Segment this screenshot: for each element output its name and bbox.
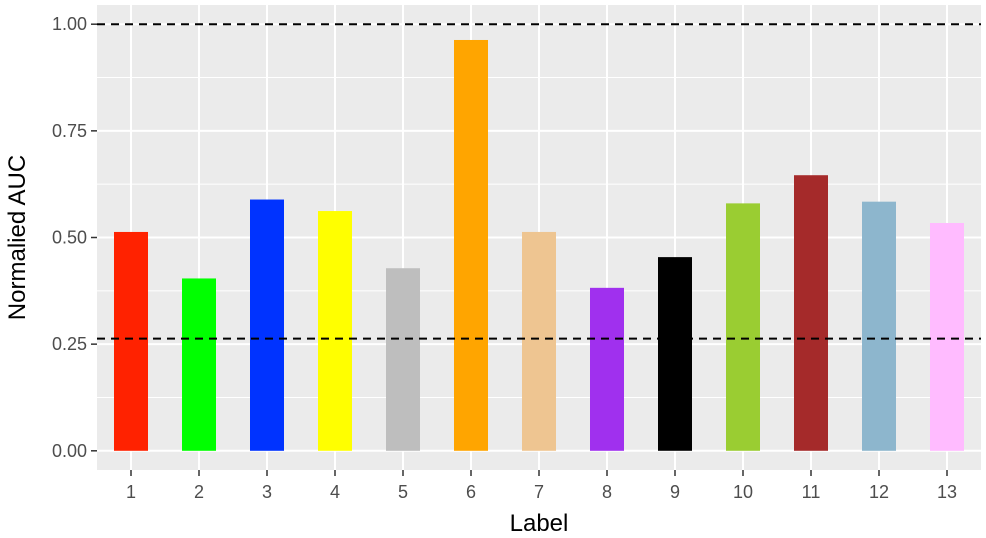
y-tick-label: 0.25 <box>52 334 87 354</box>
x-tick-label: 8 <box>602 482 612 502</box>
y-axis: 0.00 0.25 0.50 0.75 1.00 <box>52 14 97 461</box>
x-tick-label: 11 <box>802 482 821 502</box>
x-tick-label: 1 <box>126 482 136 502</box>
x-tick-label: 13 <box>937 482 957 502</box>
y-tick-label: 0.00 <box>52 441 87 461</box>
y-tick-label: 0.75 <box>52 121 87 141</box>
x-tick-label: 12 <box>869 482 889 502</box>
bar-12 <box>862 201 896 451</box>
x-tick-label: 9 <box>670 482 680 502</box>
bar-5 <box>386 268 420 451</box>
x-tick-label: 3 <box>262 482 272 502</box>
bar-7 <box>522 231 556 451</box>
x-axis-title: Label <box>510 510 569 537</box>
reference-lines <box>97 23 981 340</box>
bars <box>114 39 964 451</box>
x-tick-label: 2 <box>194 482 204 502</box>
bar-13 <box>930 222 964 451</box>
y-tick-label: 1.00 <box>52 14 87 34</box>
bar-4 <box>318 211 352 451</box>
x-tick-label: 7 <box>534 482 544 502</box>
bar-2 <box>182 278 216 451</box>
x-tick-label: 5 <box>398 482 408 502</box>
x-tick-label: 10 <box>733 482 753 502</box>
x-tick-label: 6 <box>466 482 476 502</box>
x-tick-label: 4 <box>330 482 340 502</box>
y-tick-label: 0.50 <box>52 228 87 248</box>
x-axis: 1 2 3 4 5 6 7 8 9 10 11 12 13 <box>126 470 957 502</box>
bar-3 <box>250 199 284 451</box>
y-axis-title: Normalied AUC <box>4 155 31 320</box>
bar-9 <box>658 257 692 451</box>
bar-6 <box>454 39 488 451</box>
bar-11 <box>794 175 828 451</box>
bar-8 <box>590 287 624 451</box>
bar-1 <box>114 231 148 451</box>
bar-10 <box>726 203 760 451</box>
